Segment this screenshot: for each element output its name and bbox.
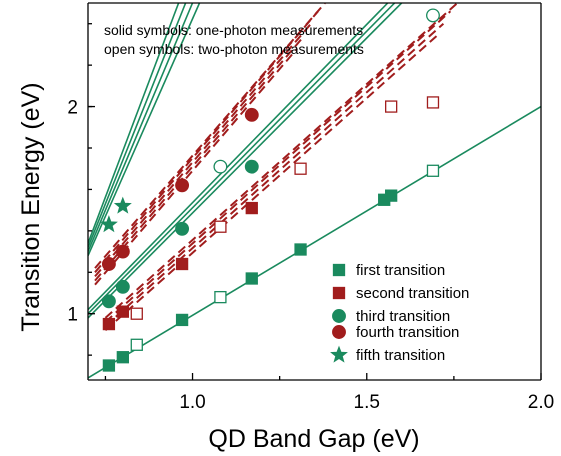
x-tick-label: 1.0: [179, 392, 205, 413]
axes: [87, 2, 542, 381]
data-point-solid: [101, 294, 116, 309]
data-point-solid: [175, 221, 190, 236]
data-point-solid: [113, 196, 132, 214]
theory-line-dashed: [104, 10, 452, 323]
data-point-solid: [102, 359, 116, 372]
legend-label-third: third transition: [356, 308, 450, 325]
data-point-open: [294, 162, 307, 175]
theory-line-dashed: [94, 35, 305, 282]
theory-line-dashed: [104, 3, 459, 319]
data-point-solid: [115, 244, 130, 259]
legend-item-second: second transition: [332, 285, 469, 302]
legend-label-fourth: fourth transition: [356, 324, 459, 341]
data-point-solid: [175, 313, 189, 327]
data-point-open: [130, 338, 143, 351]
legend-label-first: first transition: [356, 262, 445, 279]
data-point-solid: [244, 107, 259, 122]
x-tick-label: 2.0: [528, 392, 554, 413]
theory-line-solid: [88, 3, 389, 311]
data-point-solid: [245, 272, 258, 285]
theory-line-solid: [88, 3, 201, 257]
legend-marker-star: [330, 345, 348, 363]
legend-item-third: third transition: [332, 308, 450, 325]
legend-marker-circle: [332, 325, 346, 339]
data-point-solid: [175, 178, 190, 193]
legend-marker-circle: [332, 309, 346, 323]
data-point-solid: [101, 257, 116, 271]
data-point-solid: [116, 305, 129, 318]
data-point-solid: [115, 279, 130, 294]
data-point-open: [130, 307, 143, 320]
theory-line-dashed: [94, 47, 298, 286]
data-point-solid: [245, 201, 258, 215]
x-tick-label: 1.5: [354, 392, 380, 413]
tick-labels: 1.0 1.5 2.0 1 2: [67, 98, 554, 413]
data-point-open: [385, 100, 398, 113]
annotation-open: open symbols: two-photon measurements: [104, 41, 364, 57]
data-point-open: [213, 159, 228, 174]
data-point-solid: [116, 351, 129, 364]
data-point-open: [426, 164, 440, 177]
data-point-solid: [99, 215, 118, 233]
legend-item-fourth: fourth transition: [332, 324, 459, 341]
legend: first transition second transition third…: [330, 262, 469, 364]
legend-item-fifth: fifth transition: [330, 345, 445, 364]
annotation-block: solid symbols: one-photon measurements o…: [104, 22, 364, 57]
data-point-solid: [244, 159, 259, 174]
theory-line-solid: [88, 3, 403, 319]
y-axis-title: Transition Energy (eV): [17, 82, 45, 331]
theory-line-solid: [88, 3, 396, 315]
y-tick-label: 1: [67, 305, 78, 326]
data-point-open: [426, 96, 440, 109]
legend-marker-square: [332, 286, 346, 300]
data-markers: [99, 8, 440, 372]
theory-lines: [88, 3, 541, 379]
y-tick-label: 2: [67, 98, 78, 119]
x-axis-title: QD Band Gap (eV): [208, 425, 419, 453]
theory-line-solid: [88, 3, 194, 252]
theory-line-solid: [88, 3, 180, 244]
legend-item-first: first transition: [332, 262, 445, 279]
data-point-solid: [175, 257, 189, 271]
annotation-solid: solid symbols: one-photon measurements: [104, 22, 363, 38]
data-point-open: [214, 220, 227, 233]
data-point-open: [426, 8, 440, 23]
legend-marker-square: [332, 263, 346, 277]
legend-label-fifth: fifth transition: [356, 347, 445, 364]
theory-line-dashed: [94, 3, 326, 269]
data-point-open: [214, 290, 227, 304]
theory-line-solid: [88, 105, 541, 379]
data-point-solid: [102, 317, 116, 331]
data-point-solid: [385, 189, 398, 202]
theory-line-solid: [88, 3, 187, 248]
theory-line-dashed: [104, 35, 438, 332]
data-point-solid: [294, 243, 307, 256]
legend-label-second: second transition: [356, 285, 469, 302]
theory-line-dashed: [104, 22, 445, 327]
